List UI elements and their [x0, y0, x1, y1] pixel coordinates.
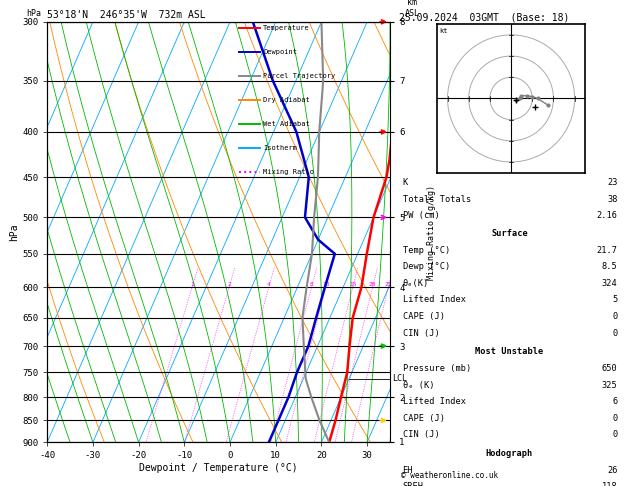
Text: →: →	[378, 341, 385, 351]
Text: →: →	[378, 127, 385, 137]
Text: 20: 20	[369, 282, 376, 287]
Text: hPa: hPa	[26, 9, 42, 17]
Text: 38: 38	[607, 195, 618, 204]
Text: 0: 0	[613, 312, 618, 321]
Text: Most Unstable: Most Unstable	[476, 347, 543, 357]
Text: Wet Adiabat: Wet Adiabat	[263, 121, 310, 127]
Text: 5: 5	[613, 295, 618, 305]
X-axis label: Dewpoint / Temperature (°C): Dewpoint / Temperature (°C)	[139, 463, 298, 473]
Text: 53°18'N  246°35'W  732m ASL: 53°18'N 246°35'W 732m ASL	[47, 10, 206, 20]
Text: CAPE (J): CAPE (J)	[403, 312, 445, 321]
Text: Mixing Ratio (g/kg): Mixing Ratio (g/kg)	[426, 185, 436, 279]
Text: Lifted Index: Lifted Index	[403, 295, 465, 305]
Text: PW (cm): PW (cm)	[403, 211, 439, 221]
Text: CIN (J): CIN (J)	[403, 329, 439, 338]
Text: CIN (J): CIN (J)	[403, 430, 439, 439]
Text: LCL: LCL	[392, 374, 407, 383]
Text: 10: 10	[322, 282, 330, 287]
Text: K: K	[403, 178, 408, 188]
Text: 324: 324	[602, 279, 618, 288]
Text: Pressure (mb): Pressure (mb)	[403, 364, 471, 373]
Text: Isotherm: Isotherm	[263, 145, 297, 151]
Text: 2: 2	[227, 282, 231, 287]
Text: 26: 26	[607, 466, 618, 475]
Text: Lifted Index: Lifted Index	[403, 397, 465, 406]
Text: 0: 0	[613, 329, 618, 338]
Text: →: →	[378, 212, 385, 222]
Text: 325: 325	[602, 381, 618, 390]
Text: © weatheronline.co.uk: © weatheronline.co.uk	[401, 471, 498, 480]
Text: 0: 0	[613, 430, 618, 439]
Text: 1: 1	[190, 282, 194, 287]
Text: EH: EH	[403, 466, 413, 475]
Text: 4: 4	[267, 282, 270, 287]
Text: CAPE (J): CAPE (J)	[403, 414, 445, 423]
Text: kt: kt	[439, 28, 448, 34]
Text: θₑ(K): θₑ(K)	[403, 279, 429, 288]
Text: θₑ (K): θₑ (K)	[403, 381, 434, 390]
Text: Surface: Surface	[491, 229, 528, 239]
Text: Mixing Ratio: Mixing Ratio	[263, 169, 314, 175]
Text: Dry Adiabat: Dry Adiabat	[263, 97, 310, 103]
Text: 0: 0	[613, 414, 618, 423]
Text: Parcel Trajectory: Parcel Trajectory	[263, 73, 335, 79]
Text: Dewp (°C): Dewp (°C)	[403, 262, 450, 272]
Text: SREH: SREH	[403, 482, 423, 486]
Text: Temp (°C): Temp (°C)	[403, 246, 450, 255]
Text: 8.5: 8.5	[602, 262, 618, 272]
Text: Totals Totals: Totals Totals	[403, 195, 471, 204]
Text: 21.7: 21.7	[597, 246, 618, 255]
Text: 650: 650	[602, 364, 618, 373]
Text: 25: 25	[384, 282, 392, 287]
Text: →: →	[378, 17, 385, 27]
Text: Dewpoint: Dewpoint	[263, 49, 297, 55]
Text: Hodograph: Hodograph	[486, 449, 533, 458]
Text: 15: 15	[349, 282, 357, 287]
Text: Temperature: Temperature	[263, 25, 310, 31]
Text: 8: 8	[309, 282, 313, 287]
Text: 25.09.2024  03GMT  (Base: 18): 25.09.2024 03GMT (Base: 18)	[399, 12, 570, 22]
Y-axis label: hPa: hPa	[9, 223, 19, 241]
Text: 118: 118	[602, 482, 618, 486]
Text: 2.16: 2.16	[597, 211, 618, 221]
Text: →: →	[378, 416, 385, 425]
Text: 6: 6	[613, 397, 618, 406]
Text: 23: 23	[607, 178, 618, 188]
Text: km
ASL: km ASL	[405, 0, 420, 17]
